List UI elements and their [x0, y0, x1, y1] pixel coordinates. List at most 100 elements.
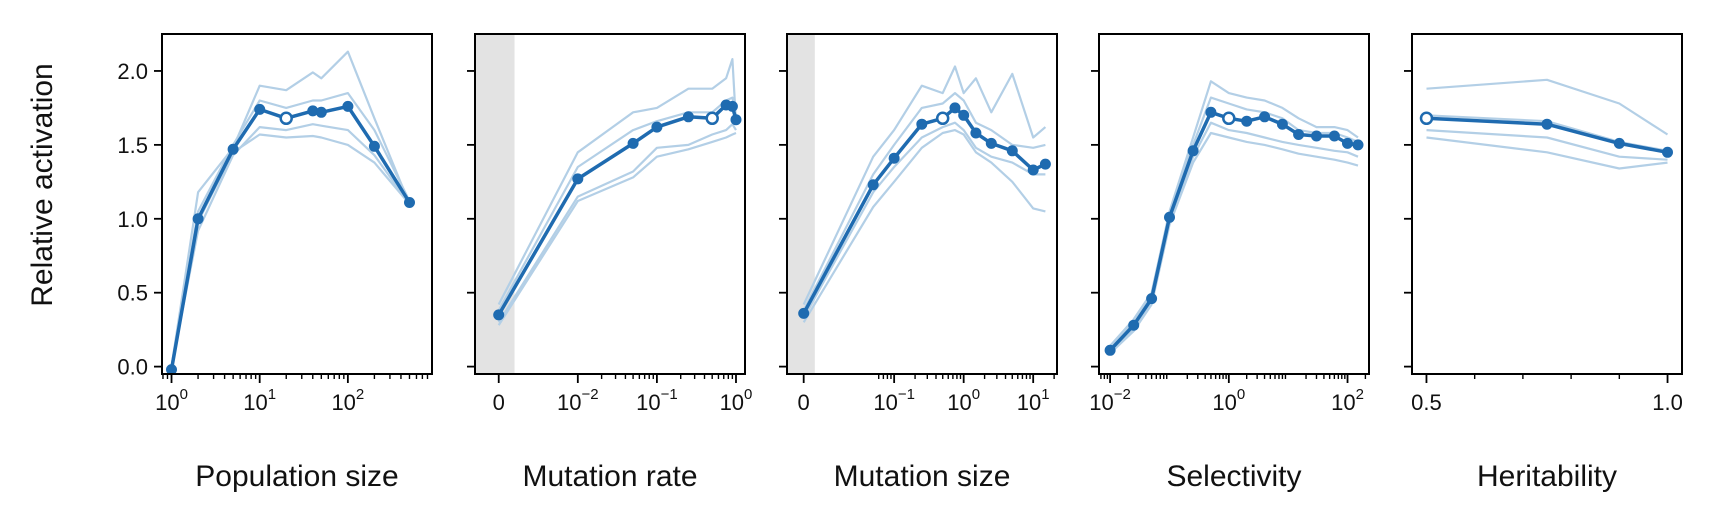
x-axis-label: Mutation rate [522, 460, 697, 493]
y-tick-label: 0.5 [117, 281, 148, 306]
data-point [1241, 115, 1253, 127]
data-point [726, 100, 738, 112]
panel-2: 0 10−2 10−1 100 Mutation rate [467, 33, 753, 493]
y-tick-label: 0.0 [117, 355, 148, 380]
mean-line [802, 106, 1047, 315]
data-point [227, 143, 239, 155]
x-tick-label: 0 [493, 390, 505, 415]
plot-frame [1098, 33, 1370, 375]
data-point [627, 137, 639, 149]
plot-frame [161, 33, 433, 375]
x-tick-label: 0.5 [1411, 390, 1442, 415]
data-point [1104, 344, 1116, 356]
x-tick-label: 102 [1331, 386, 1364, 415]
data-point [1311, 130, 1322, 142]
shaded-region [475, 34, 515, 374]
default-point [279, 111, 293, 126]
replicate-line-4 [170, 133, 411, 367]
data-point [958, 109, 970, 121]
data-point [1352, 139, 1364, 151]
x-tick-label: 10−2 [1089, 386, 1131, 415]
default-point [1419, 111, 1434, 126]
shaded-region [787, 34, 815, 374]
x-tick-label: 10−1 [873, 386, 915, 415]
replicate-line-1 [802, 65, 1047, 305]
replicate-line-1 [170, 50, 411, 367]
default-point [705, 111, 719, 126]
x-axis-label: Population size [195, 460, 398, 493]
plot-frame [1411, 33, 1683, 375]
data-point [1128, 319, 1140, 331]
data-point [1164, 211, 1175, 223]
data-point [404, 197, 415, 208]
y-tick-label: 2.0 [117, 59, 148, 84]
plot-frame [474, 33, 746, 375]
data-point [985, 137, 997, 149]
replicate-line-4 [1109, 131, 1359, 355]
data-point [651, 121, 663, 133]
replicate-line-4 [497, 131, 737, 326]
data-point [315, 106, 327, 118]
data-point [1541, 118, 1553, 130]
data-point [1342, 137, 1353, 149]
x-tick-label: 100 [1212, 386, 1245, 415]
x-tick-label: 101 [1017, 386, 1050, 415]
data-point [1293, 129, 1305, 140]
data-point [1027, 164, 1039, 176]
data-point [1006, 145, 1018, 157]
replicate-line-4 [802, 129, 1046, 323]
y-tick-label: 1.0 [117, 207, 148, 232]
x-axis-label: Heritability [1477, 460, 1617, 493]
x-tick-label: 101 [243, 386, 276, 415]
data-point [798, 307, 810, 319]
x-tick-label: 100 [947, 386, 980, 415]
data-point [1662, 146, 1673, 158]
data-point [1205, 106, 1217, 118]
replicate-line-2 [497, 96, 738, 311]
data-point [970, 127, 982, 139]
data-point [493, 309, 505, 321]
data-point [1328, 130, 1340, 142]
data-point [916, 118, 928, 130]
replicate-line-3 [802, 121, 1046, 319]
x-tick-label: 102 [331, 386, 364, 415]
x-axis-label: Selectivity [1166, 460, 1301, 493]
data-point [1187, 145, 1199, 157]
default-point [935, 111, 950, 126]
replicate-line-1 [1426, 78, 1669, 136]
x-axis-label: Mutation size [834, 460, 1011, 493]
data-point [730, 114, 742, 126]
x-tick-label: 100 [720, 386, 753, 415]
replicate-line-2 [170, 91, 411, 367]
panel-4: 10−2 100 102 Selectivity [1089, 33, 1370, 493]
replicate-line-3 [497, 123, 737, 323]
data-point [867, 179, 879, 191]
data-point [1276, 118, 1288, 130]
replicate-line-1 [497, 57, 738, 306]
data-point [1039, 158, 1051, 170]
replicate-line-3 [170, 123, 411, 367]
panel-5: 0.5 1.0 Heritability [1404, 33, 1683, 493]
data-point [572, 173, 584, 185]
x-tick-label: 0 [798, 390, 810, 415]
data-point [1259, 111, 1271, 123]
data-point [1146, 293, 1158, 305]
x-tick-label: 100 [155, 386, 188, 415]
x-tick-label: 10−2 [557, 386, 599, 415]
data-point [192, 213, 204, 225]
y-tick-label: 1.5 [117, 133, 148, 158]
mean-line [497, 103, 738, 316]
default-point [1222, 111, 1236, 126]
mean-line [169, 104, 411, 370]
y-axis-label: Relative activation [26, 63, 59, 306]
data-point [368, 140, 380, 152]
replicate-line-4 [1426, 136, 1668, 170]
x-tick-label: 1.0 [1652, 390, 1683, 415]
panel-1: 0.0 0.5 1.0 1.5 2.0 100 101 102 Population size [117, 33, 433, 493]
panel-3: 0 10−1 100 101 Mutation size [779, 33, 1058, 493]
data-point [949, 102, 961, 114]
replicate-line-2 [802, 91, 1046, 311]
data-point [682, 111, 694, 123]
